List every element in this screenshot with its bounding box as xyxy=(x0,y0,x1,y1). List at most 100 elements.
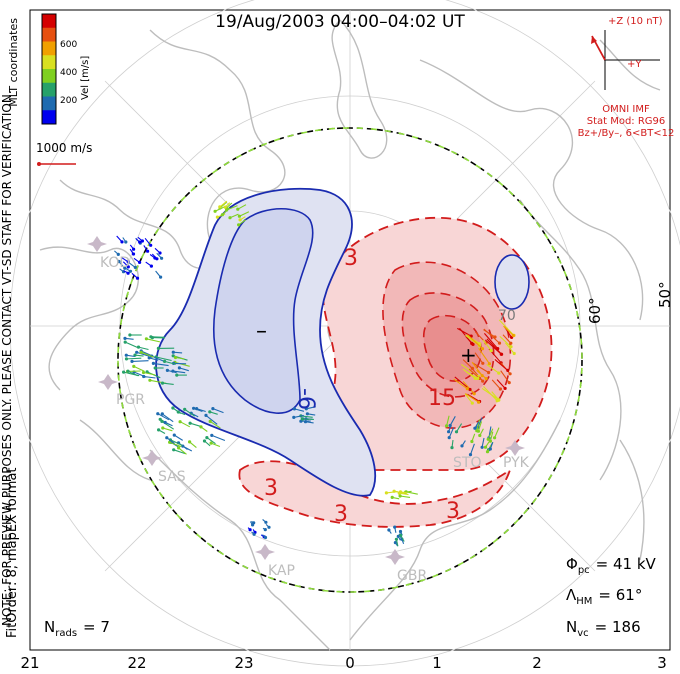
velocity-vector xyxy=(486,364,500,374)
velocity-vector xyxy=(446,415,450,427)
colorbar-border xyxy=(41,13,57,125)
station-labels: KOD PGR SAS KAP GBR STO PYK xyxy=(100,255,530,584)
velocity-vector xyxy=(262,527,266,531)
velocity-vector xyxy=(155,270,162,278)
velocity-vector xyxy=(471,433,476,442)
velocity-vector xyxy=(489,431,494,442)
velocity-vector xyxy=(467,334,483,350)
stat-phi-pc: Φpc = 41 kV xyxy=(566,555,657,576)
velocity-vector xyxy=(405,491,418,495)
velocity-vector xyxy=(162,382,174,385)
velocity-vector xyxy=(469,443,475,455)
contour-labels: – + -6 15 3 3 3 3 70 xyxy=(256,246,516,527)
velocity-vector xyxy=(388,529,392,534)
imf-condition: Bz+/By–, 6<BT<12 xyxy=(578,128,675,139)
mlt-tick-22: 22 xyxy=(127,654,146,672)
hmb-black xyxy=(117,127,583,593)
velocity-vector xyxy=(162,427,173,432)
velocity-vector xyxy=(481,437,485,448)
negative-island xyxy=(494,254,530,310)
map-title: 19/Aug/2003 04:00–04:02 UT xyxy=(215,12,465,32)
velocity-vector xyxy=(305,421,314,424)
station-kap-marker xyxy=(255,544,275,560)
velocity-vector-origin xyxy=(147,356,151,360)
velocity-vector xyxy=(249,521,254,526)
velocity-vector xyxy=(465,336,474,345)
mlt-axis: 21 22 23 0 1 2 3 xyxy=(20,654,666,672)
colorbar-tick-600: 600 xyxy=(60,40,77,50)
velocity-vector xyxy=(137,236,143,242)
mlt-tick-1: 1 xyxy=(432,654,442,672)
station-markers xyxy=(87,236,525,565)
velocity-vector xyxy=(156,252,162,259)
velocity-vector xyxy=(157,413,170,421)
velocity-vector xyxy=(169,441,182,448)
colorbar-tick-400: 400 xyxy=(60,68,77,78)
velocity-vector xyxy=(173,449,186,455)
imf-source: OMNI IMF xyxy=(602,104,650,115)
velocity-vector xyxy=(392,496,400,500)
velocity-vector xyxy=(502,334,512,344)
velocity-vector xyxy=(453,378,468,390)
positive-contour-right: 70 xyxy=(498,308,516,324)
velocity-vector xyxy=(164,421,173,427)
velocity-vector xyxy=(395,539,399,547)
velocity-vector xyxy=(119,268,124,273)
velocity-vector xyxy=(189,441,197,449)
velocity-vector xyxy=(394,526,397,533)
scale-vector-dot xyxy=(37,162,41,166)
velocity-vector xyxy=(143,245,149,252)
velocity-vector xyxy=(115,256,120,262)
velocity-vector xyxy=(205,414,218,425)
mlt-tick-0: 0 xyxy=(345,654,355,672)
velocity-vector xyxy=(401,539,405,544)
colorbar-label: Vel [m/s] xyxy=(80,56,91,100)
station-pgr: PGR xyxy=(116,392,145,408)
station-gbr: GBR xyxy=(397,568,427,584)
velocity-vector xyxy=(140,350,154,358)
velocity-vector xyxy=(462,381,475,395)
velocity-vector xyxy=(306,406,316,410)
velocity-vector xyxy=(252,529,256,533)
latitude-label-60: 60° xyxy=(586,297,604,324)
imf-bz-label: +Z (10 nT) xyxy=(608,16,663,27)
velocity-vector xyxy=(294,408,305,412)
velocity-vector xyxy=(262,518,267,523)
velocity-vector xyxy=(145,261,152,267)
velocity-vector xyxy=(153,362,169,367)
velocity-vector xyxy=(262,534,266,538)
colorbar-segment xyxy=(42,110,56,125)
velocity-vector xyxy=(190,412,199,418)
velocity-vector xyxy=(124,341,139,349)
mlt-tick-21: 21 xyxy=(20,654,39,672)
velocity-vector xyxy=(474,352,484,364)
velocity-vector xyxy=(293,414,304,418)
velocity-vector xyxy=(251,520,254,524)
colorbar-ticks: 600 400 200 xyxy=(60,40,77,106)
velocity-vector xyxy=(251,531,255,535)
velocity-vector xyxy=(174,434,183,441)
velocity-vector xyxy=(135,238,141,243)
station-sas: SAS xyxy=(158,469,186,485)
velocity-vector xyxy=(500,370,510,383)
positive-contour-top: 3 xyxy=(344,246,358,271)
colorbar-segment xyxy=(42,82,56,97)
velocity-vector xyxy=(124,337,134,340)
velocity-vector xyxy=(161,413,174,423)
velocity-vector xyxy=(167,369,177,374)
velocity-vector xyxy=(127,370,139,377)
velocity-vector xyxy=(120,256,129,263)
velocity-vector xyxy=(170,439,183,446)
velocity-vector xyxy=(229,213,239,219)
velocity-vector xyxy=(476,369,487,380)
velocity-vector xyxy=(173,351,183,354)
fit-order-note: FitOrder: 8, mapEX format xyxy=(5,467,20,638)
velocity-vector xyxy=(178,411,186,416)
station-kod: KOD xyxy=(100,255,130,271)
velocity-vector xyxy=(397,536,401,541)
velocity-vector xyxy=(448,427,455,438)
velocity-vector xyxy=(211,434,226,442)
velocity-vector xyxy=(155,356,172,362)
velocity-vector xyxy=(210,442,221,448)
